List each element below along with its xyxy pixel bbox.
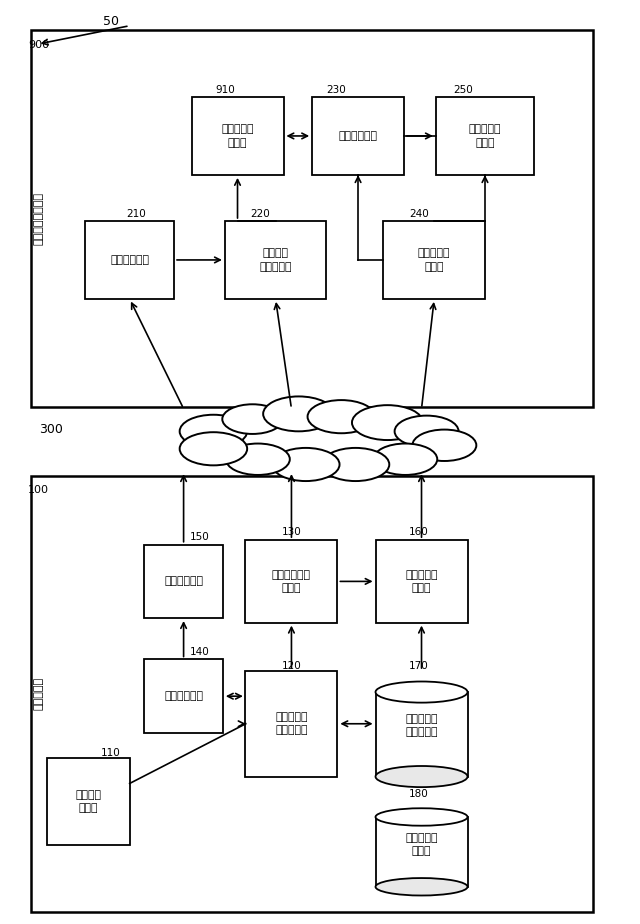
Ellipse shape xyxy=(180,432,247,466)
Text: 170: 170 xyxy=(409,662,429,672)
Text: 250: 250 xyxy=(453,85,473,94)
Ellipse shape xyxy=(412,430,476,461)
Bar xyxy=(436,97,534,175)
Ellipse shape xyxy=(373,444,437,475)
Bar xyxy=(246,540,337,623)
Bar xyxy=(144,544,223,618)
Bar xyxy=(191,97,284,175)
Text: トレイ実行
管理部: トレイ実行 管理部 xyxy=(221,125,254,148)
Ellipse shape xyxy=(272,448,340,481)
Text: トレイ処理部: トレイ処理部 xyxy=(339,131,378,141)
Ellipse shape xyxy=(180,415,247,448)
Text: サーバ装置: サーバ装置 xyxy=(34,677,44,711)
Bar xyxy=(312,97,404,175)
Text: 150: 150 xyxy=(190,532,210,541)
Text: 160: 160 xyxy=(409,528,429,538)
Text: 120: 120 xyxy=(282,662,301,672)
Text: 文書データ
出力部: 文書データ 出力部 xyxy=(468,125,501,148)
Text: 140: 140 xyxy=(190,647,210,657)
Text: 210: 210 xyxy=(127,209,147,219)
Bar xyxy=(376,817,467,887)
Text: 文書データ
保持部: 文書データ 保持部 xyxy=(405,833,438,857)
Ellipse shape xyxy=(376,766,467,787)
Text: トレイ送信部: トレイ送信部 xyxy=(164,577,203,587)
Text: 240: 240 xyxy=(409,209,429,219)
Bar xyxy=(246,671,337,776)
Text: 文書提供
通知識別部: 文書提供 通知識別部 xyxy=(259,249,292,272)
Text: 文書データ
送信部: 文書データ 送信部 xyxy=(405,570,438,593)
Text: 900: 900 xyxy=(28,40,49,50)
Text: 文書提供
設定部: 文書提供 設定部 xyxy=(76,790,101,813)
Bar xyxy=(376,692,467,776)
Text: 300: 300 xyxy=(40,423,63,436)
Bar xyxy=(85,221,174,299)
Bar xyxy=(47,759,130,845)
Text: トレイ作成部: トレイ作成部 xyxy=(164,691,203,701)
Text: 文書提供通知
送信部: 文書提供通知 送信部 xyxy=(272,570,311,593)
Ellipse shape xyxy=(376,682,467,702)
Text: 130: 130 xyxy=(282,528,301,538)
Text: 文書データ
取得部: 文書データ 取得部 xyxy=(418,249,451,272)
Bar xyxy=(31,30,593,407)
Text: トレイ関連
付け保持部: トレイ関連 付け保持部 xyxy=(405,714,438,737)
Text: トレイ受信部: トレイ受信部 xyxy=(110,255,149,265)
Ellipse shape xyxy=(376,878,467,895)
Ellipse shape xyxy=(395,416,459,447)
Ellipse shape xyxy=(226,444,290,475)
Text: 110: 110 xyxy=(101,748,121,758)
Text: クライアント装置: クライアント装置 xyxy=(34,192,44,245)
Ellipse shape xyxy=(322,448,389,481)
Bar xyxy=(383,221,485,299)
Text: 910: 910 xyxy=(215,85,235,94)
Bar xyxy=(376,540,467,623)
Text: トレイ関連
付け管理部: トレイ関連 付け管理部 xyxy=(275,712,308,736)
Text: 50: 50 xyxy=(102,15,118,28)
Ellipse shape xyxy=(352,405,423,440)
Ellipse shape xyxy=(263,396,334,432)
Bar xyxy=(144,660,223,733)
Text: 100: 100 xyxy=(28,485,49,495)
Ellipse shape xyxy=(376,808,467,826)
Text: 180: 180 xyxy=(409,789,429,799)
Bar xyxy=(31,476,593,912)
Ellipse shape xyxy=(222,405,283,434)
Ellipse shape xyxy=(308,400,375,433)
Text: 230: 230 xyxy=(326,85,346,94)
Bar xyxy=(225,221,326,299)
Text: 220: 220 xyxy=(250,209,270,219)
